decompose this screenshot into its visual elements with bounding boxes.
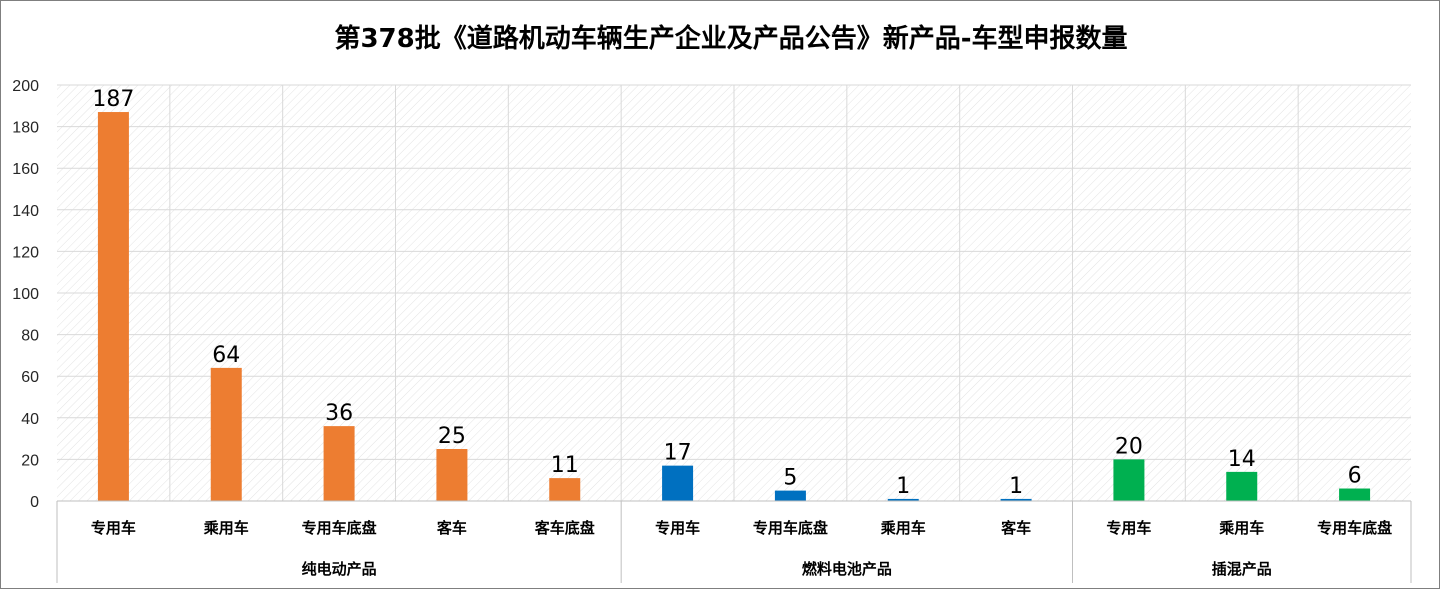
bar (323, 426, 355, 501)
bar (436, 449, 468, 501)
y-tick-label: 20 (21, 452, 39, 469)
data-label: 1 (1009, 474, 1023, 499)
x-category-label: 专用车底盘 (1317, 519, 1392, 537)
x-category-label: 客车底盘 (534, 519, 595, 537)
x-category-label: 专用车底盘 (302, 519, 377, 537)
bar (97, 112, 129, 501)
data-label: 36 (325, 401, 353, 426)
x-category-label: 客车 (436, 519, 467, 537)
x-group-label: 纯电动产品 (302, 560, 377, 578)
y-tick-label: 40 (21, 411, 39, 428)
bar (1000, 498, 1032, 501)
data-label: 11 (551, 453, 579, 478)
data-label: 6 (1348, 464, 1362, 489)
y-tick-label: 80 (21, 328, 39, 345)
data-label: 1 (896, 474, 910, 499)
chart-title: 第378批《道路机动车辆生产企业及产品公告》新产品-车型申报数量 (334, 23, 1127, 54)
plot-area: 020406080100120140160180200187专用车64乘用车36… (12, 78, 1412, 583)
x-group-label: 插混产品 (1212, 560, 1272, 578)
x-category-label: 专用车 (91, 519, 136, 537)
data-label: 17 (664, 441, 692, 466)
bar (210, 367, 242, 501)
x-category-label: 专用车底盘 (753, 519, 828, 537)
x-group-label: 燃料电池产品 (802, 560, 892, 578)
bar (549, 478, 581, 501)
x-category-label: 乘用车 (1218, 519, 1264, 537)
bar (1226, 471, 1258, 501)
bar (1113, 459, 1145, 501)
x-category-label: 乘用车 (203, 519, 249, 537)
bar (887, 498, 919, 501)
data-label: 187 (92, 87, 134, 112)
y-tick-label: 0 (30, 494, 39, 511)
y-tick-label: 100 (12, 286, 39, 303)
y-tick-label: 160 (12, 161, 39, 178)
x-category-label: 客车 (1000, 519, 1031, 537)
x-category-label: 乘用车 (880, 519, 926, 537)
x-category-label: 专用车 (1106, 519, 1151, 537)
data-label: 14 (1228, 447, 1256, 472)
bar (662, 465, 694, 501)
bar (1339, 488, 1371, 501)
data-label: 25 (438, 424, 466, 449)
y-tick-label: 60 (21, 369, 39, 386)
x-category-label: 专用车 (655, 519, 700, 537)
bar (774, 490, 806, 501)
data-label: 20 (1115, 434, 1143, 459)
data-label: 5 (783, 466, 797, 491)
y-tick-label: 140 (12, 203, 39, 220)
y-tick-label: 120 (12, 244, 39, 261)
data-label: 64 (212, 343, 240, 368)
y-tick-label: 180 (12, 120, 39, 137)
y-tick-label: 200 (12, 78, 39, 95)
